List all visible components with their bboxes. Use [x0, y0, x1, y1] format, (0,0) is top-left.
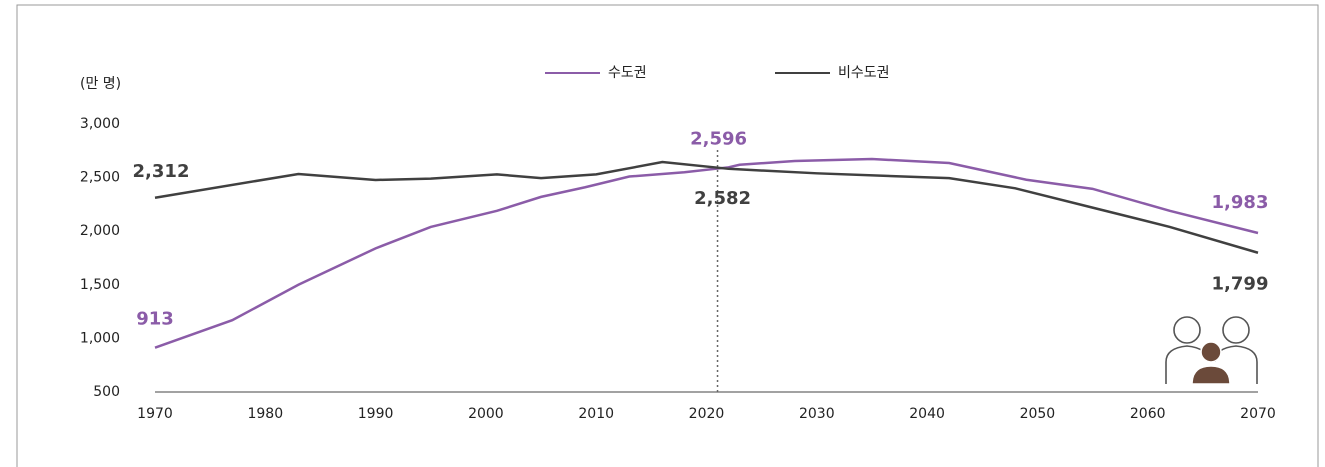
x-tick-label: 2060 [1130, 406, 1166, 422]
frame [16, 4, 1319, 467]
legend-label: 비수도권 [838, 65, 890, 81]
x-tick-label: 2010 [578, 406, 614, 422]
value-label: 1,983 [1212, 192, 1269, 213]
y-tick-label: 1,000 [80, 330, 120, 346]
family-icon [1165, 316, 1258, 385]
x-tick-label: 2070 [1240, 406, 1276, 422]
y-tick-label: 500 [93, 384, 120, 400]
y-tick-label: 1,500 [80, 277, 120, 293]
y-tick-label: 2,000 [80, 223, 120, 239]
value-label: 2,596 [690, 128, 747, 149]
x-tick-label: 2020 [689, 406, 725, 422]
x-tick-label: 2040 [909, 406, 945, 422]
x-tick-label: 1970 [137, 406, 173, 422]
data-line [154, 160, 1259, 254]
legend-label: 수도권 [608, 65, 647, 81]
value-label: 1,799 [1212, 274, 1269, 295]
value-label: 913 [136, 309, 174, 330]
x-tick-label: 2050 [1020, 406, 1056, 422]
y-tick-label: 3,000 [80, 116, 120, 132]
y-tick-label: 2,500 [80, 170, 120, 186]
value-label: 2,582 [694, 188, 751, 209]
y-axis-label: (만 명) [80, 76, 121, 92]
x-tick-label: 2000 [468, 406, 504, 422]
x-tick-label: 1990 [358, 406, 394, 422]
data-line [154, 157, 1259, 349]
x-tick-label: 1980 [247, 406, 283, 422]
value-label: 2,312 [133, 161, 190, 182]
x-tick-label: 2030 [799, 406, 835, 422]
